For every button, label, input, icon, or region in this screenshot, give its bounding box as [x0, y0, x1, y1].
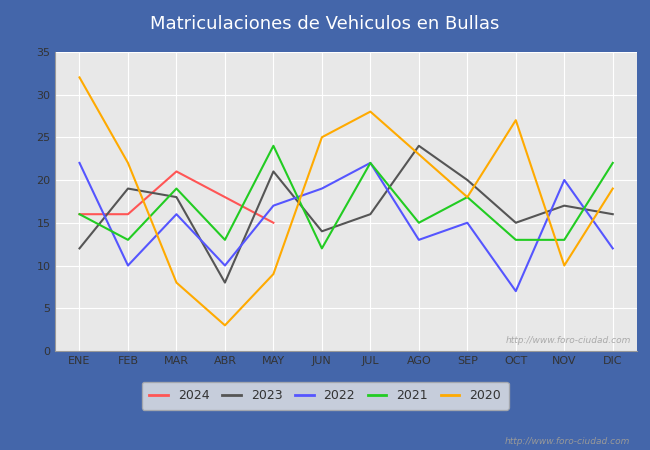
Text: http://www.foro-ciudad.com: http://www.foro-ciudad.com — [505, 436, 630, 446]
Legend: 2024, 2023, 2022, 2021, 2020: 2024, 2023, 2022, 2021, 2020 — [142, 382, 508, 410]
Text: http://www.foro-ciudad.com: http://www.foro-ciudad.com — [506, 336, 631, 345]
Text: Matriculaciones de Vehiculos en Bullas: Matriculaciones de Vehiculos en Bullas — [150, 14, 500, 33]
